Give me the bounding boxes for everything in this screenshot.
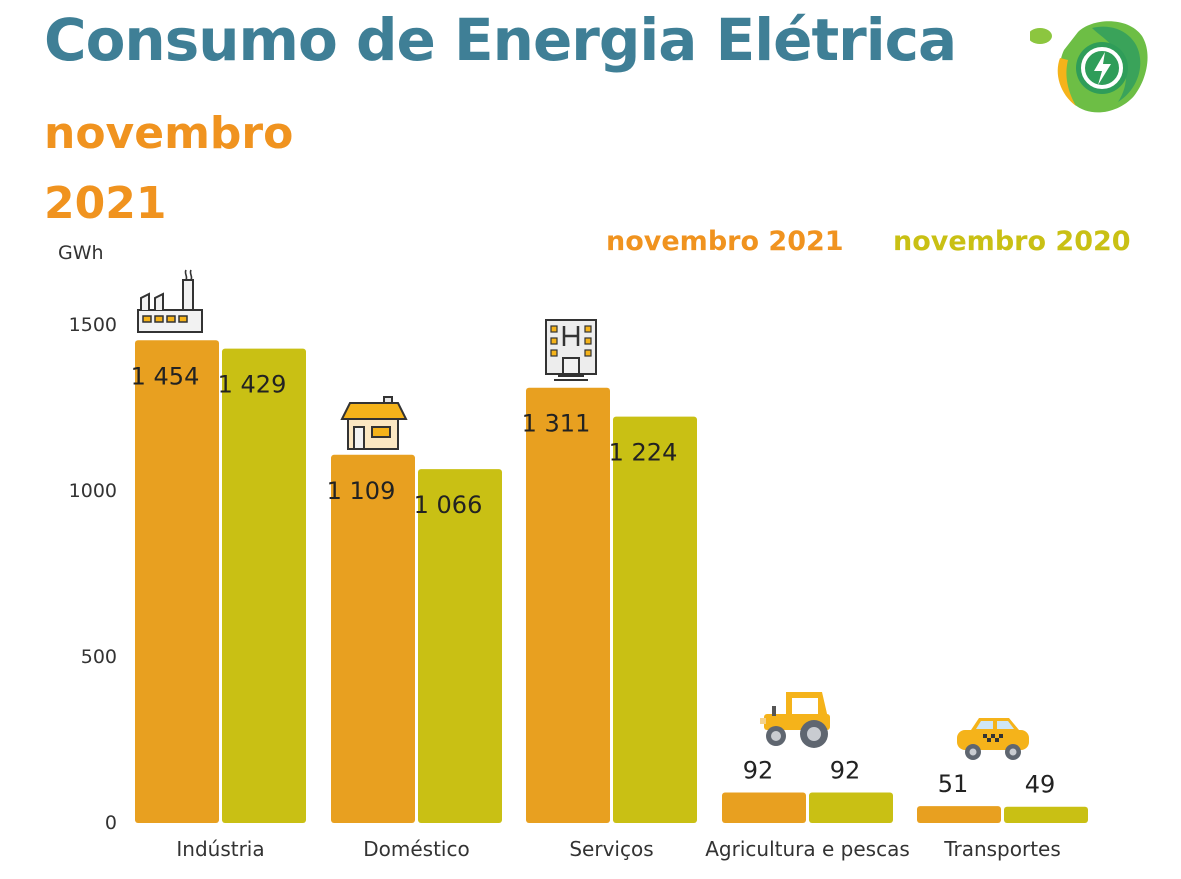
y-axis-unit-label: GWh xyxy=(58,242,104,264)
taxi-icon xyxy=(957,718,1029,760)
y-tick-label: 1000 xyxy=(69,480,117,502)
category-label: Transportes xyxy=(943,837,1061,861)
bar-value-label: 1 429 xyxy=(218,371,287,399)
category-label: Indústria xyxy=(176,837,264,861)
legend-series-2020: novembro 2020 xyxy=(893,226,1131,257)
bar-2020 xyxy=(418,469,502,823)
y-tick-label: 500 xyxy=(81,646,117,668)
bar-2021 xyxy=(331,454,415,823)
factory-icon xyxy=(137,269,203,333)
legend-series-2021: novembro 2021 xyxy=(606,226,844,257)
house-icon xyxy=(340,396,408,450)
bar-value-label: 1 066 xyxy=(414,491,483,519)
category-label: Serviços xyxy=(569,837,653,861)
bar-2020 xyxy=(1004,806,1088,823)
bar-2021 xyxy=(722,792,806,823)
energy-logo-icon xyxy=(1030,21,1148,113)
y-tick-label: 0 xyxy=(105,812,117,834)
bar-value-label: 1 454 xyxy=(131,362,200,390)
bar-2021 xyxy=(135,340,219,823)
bar-value-label: 92 xyxy=(830,756,861,784)
bar-2020 xyxy=(613,416,697,823)
y-tick-label: 1500 xyxy=(69,314,117,336)
tractor-icon xyxy=(760,692,830,748)
bar-2020 xyxy=(222,348,306,823)
page-title: Consumo de Energia Elétrica xyxy=(44,6,957,74)
bar-2021 xyxy=(917,806,1001,823)
bar-value-label: 1 311 xyxy=(522,410,591,438)
bar-value-label: 1 224 xyxy=(609,439,678,467)
subtitle-month: novembro xyxy=(44,108,294,159)
subtitle-year: 2021 xyxy=(44,178,167,229)
bar-value-label: 51 xyxy=(938,770,969,798)
category-label: Doméstico xyxy=(363,837,469,861)
bar-value-label: 1 109 xyxy=(327,477,396,505)
bar-value-label: 92 xyxy=(743,756,774,784)
office-building-icon xyxy=(545,319,597,381)
bar-2021 xyxy=(526,387,610,823)
bar-2020 xyxy=(809,792,893,823)
category-label: Agricultura e pescas xyxy=(705,837,910,861)
bar-value-label: 49 xyxy=(1025,771,1056,799)
